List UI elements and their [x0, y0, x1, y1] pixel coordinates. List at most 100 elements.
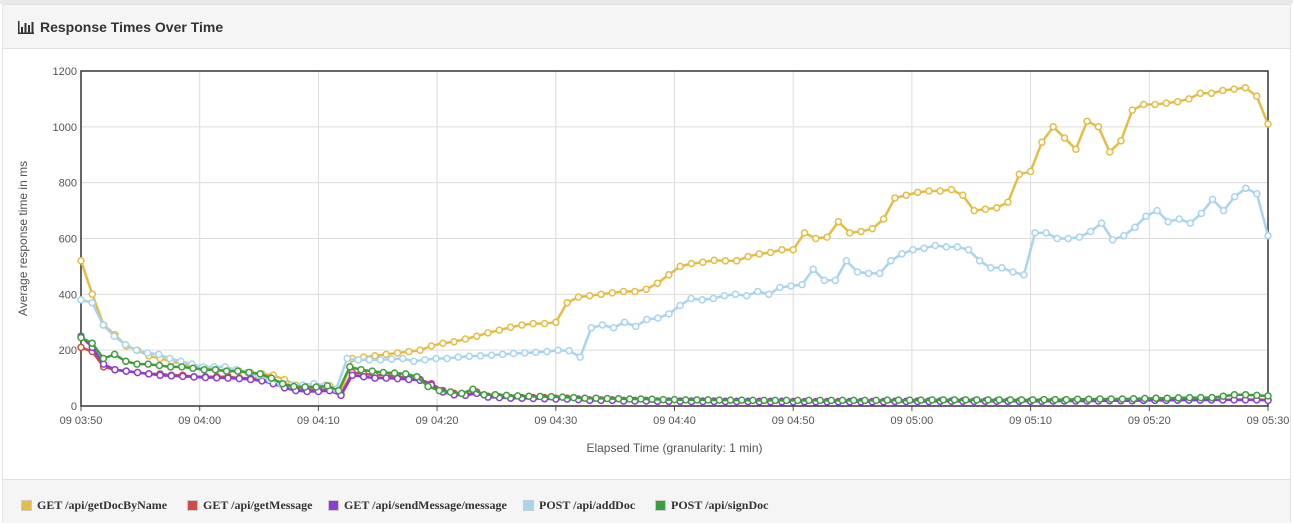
data-point	[592, 394, 600, 402]
data-point	[154, 350, 163, 359]
data-point	[1062, 395, 1071, 404]
data-point	[998, 264, 1006, 272]
data-point	[637, 395, 645, 403]
data-point	[1083, 117, 1091, 126]
data-point	[1118, 395, 1127, 403]
x-tick-label: 09 05:30	[1247, 415, 1290, 427]
data-point	[421, 356, 429, 364]
data-point	[920, 244, 928, 253]
data-point	[1053, 234, 1061, 243]
data-point	[525, 392, 533, 400]
data-point	[1197, 209, 1206, 218]
data-point	[1152, 394, 1160, 402]
data-point	[334, 386, 343, 395]
data-point	[942, 243, 951, 251]
data-point	[77, 343, 85, 352]
data-point	[609, 324, 618, 332]
data-point	[715, 396, 724, 404]
data-point	[576, 353, 584, 361]
data-point	[760, 396, 768, 405]
data-point	[371, 352, 379, 360]
data-point	[212, 374, 221, 382]
data-point	[798, 280, 806, 289]
data-point	[111, 365, 119, 374]
legend-label: GET /api/sendMessage/message	[344, 498, 507, 512]
data-point	[936, 187, 944, 195]
data-point	[382, 374, 390, 382]
legend-item[interactable]: POST /api/addDoc	[523, 498, 635, 513]
data-point	[1253, 391, 1261, 400]
legend-item[interactable]: GET /api/sendMessage/message	[328, 498, 507, 513]
data-point	[432, 354, 440, 363]
data-point	[984, 396, 992, 404]
data-point	[1094, 123, 1103, 131]
data-point	[552, 318, 560, 327]
data-point	[224, 374, 232, 382]
data-point	[77, 296, 85, 304]
data-point	[939, 396, 948, 404]
data-point	[631, 287, 639, 296]
data-point	[864, 269, 873, 278]
legend-label: GET /api/getMessage	[203, 498, 313, 512]
data-point	[625, 395, 634, 403]
data-point	[543, 347, 551, 356]
data-point	[565, 346, 573, 355]
data-point	[88, 298, 96, 307]
data-point	[1230, 391, 1239, 399]
data-point	[495, 326, 504, 334]
data-point	[1060, 134, 1069, 142]
data-point	[398, 354, 407, 363]
response-times-chart: 0 200 400 600 800 1000 1200 09 03:50 09 04:00 09 …	[16, 66, 1290, 455]
data-point	[845, 229, 854, 237]
data-point	[569, 393, 578, 402]
data-point	[1051, 395, 1059, 404]
data-point	[1075, 233, 1084, 241]
data-point	[857, 227, 865, 236]
legend-item[interactable]: GET /api/getDocByName	[21, 498, 167, 513]
data-point	[461, 335, 470, 343]
data-point	[110, 332, 119, 340]
data-point	[1141, 394, 1149, 403]
data-point	[964, 245, 973, 254]
data-point	[720, 291, 729, 300]
data-point	[894, 396, 903, 404]
data-point	[800, 229, 809, 237]
data-point	[379, 368, 388, 377]
data-point	[454, 353, 462, 361]
data-point	[842, 257, 851, 265]
data-point	[1120, 231, 1128, 240]
data-point	[872, 396, 880, 405]
legend-item[interactable]: GET /api/getMessage	[187, 498, 312, 513]
data-point	[200, 365, 208, 374]
data-point	[502, 391, 511, 400]
data-point	[778, 245, 786, 254]
data-point	[1264, 120, 1272, 128]
data-point	[1085, 395, 1093, 404]
data-point	[368, 367, 376, 375]
data-point	[849, 396, 858, 405]
data-point	[917, 396, 925, 404]
data-point	[721, 257, 730, 265]
data-point	[1142, 212, 1150, 220]
data-point	[816, 396, 824, 405]
data-point	[278, 379, 287, 388]
data-point	[614, 394, 623, 403]
data-point	[506, 323, 515, 332]
y-tick-label: 400	[59, 289, 77, 301]
top-strip	[0, 0, 1293, 4]
legend-item[interactable]: POST /api/signDoc	[655, 498, 768, 513]
data-point	[484, 329, 492, 337]
data-point	[121, 340, 130, 349]
data-point	[144, 360, 152, 368]
data-point	[480, 391, 488, 399]
data-point	[1038, 138, 1046, 146]
data-point	[1242, 184, 1250, 193]
data-point	[765, 290, 773, 299]
y-tick-label: 600	[59, 234, 77, 246]
data-point	[443, 354, 451, 363]
data-point	[853, 268, 862, 276]
data-point	[155, 361, 164, 370]
data-point	[178, 363, 186, 371]
data-point	[823, 233, 831, 241]
data-point	[290, 382, 298, 391]
